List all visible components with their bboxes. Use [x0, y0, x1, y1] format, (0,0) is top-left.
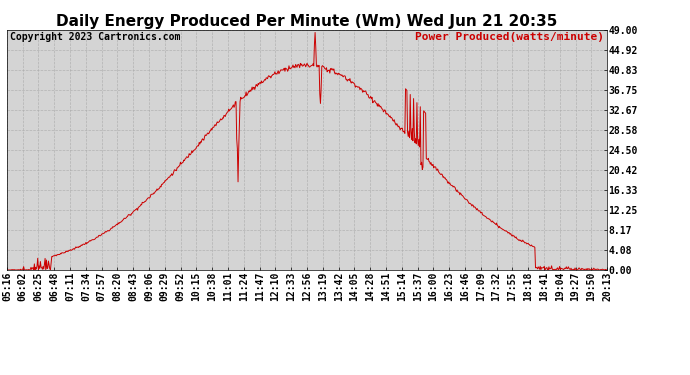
- Text: Copyright 2023 Cartronics.com: Copyright 2023 Cartronics.com: [10, 32, 180, 42]
- Text: Power Produced(watts/minute): Power Produced(watts/minute): [415, 32, 604, 42]
- Title: Daily Energy Produced Per Minute (Wm) Wed Jun 21 20:35: Daily Energy Produced Per Minute (Wm) We…: [57, 14, 558, 29]
